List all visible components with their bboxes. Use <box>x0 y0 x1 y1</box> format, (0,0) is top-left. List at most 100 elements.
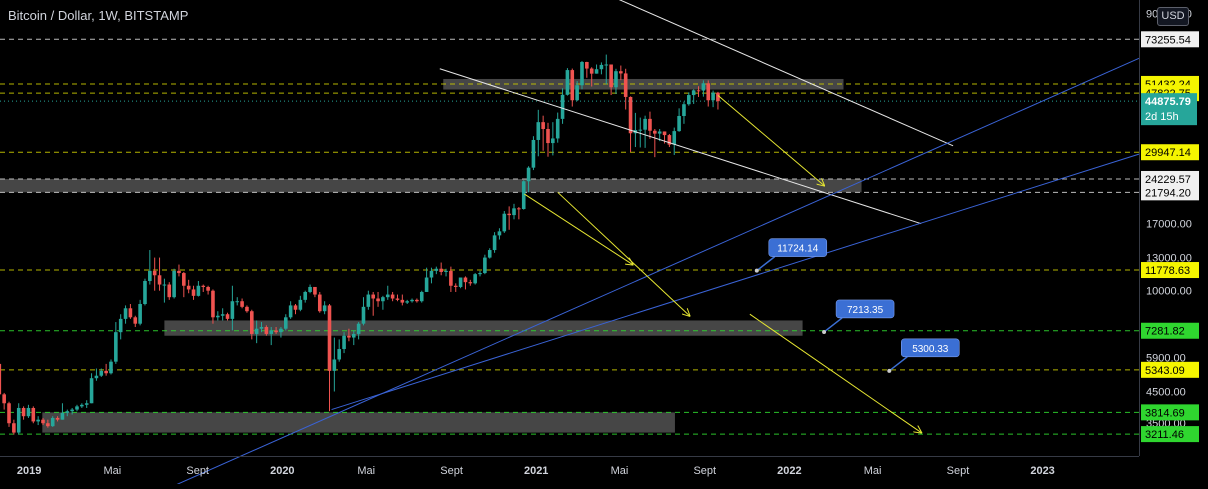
candle-down <box>507 213 511 216</box>
time-axis-label: Mai <box>611 465 629 477</box>
candle-down <box>201 285 206 287</box>
candle-down <box>313 286 317 295</box>
candle-up <box>594 69 599 74</box>
symbol-title: Bitcoin / Dollar, 1W, BITSTAMP <box>8 8 189 23</box>
candle-down <box>177 270 181 274</box>
candle-up <box>536 122 541 140</box>
time-axis-label: 2021 <box>524 465 548 477</box>
callout-anchor <box>887 368 892 373</box>
candle-up <box>342 335 346 350</box>
candle-down <box>225 314 230 319</box>
candle-up <box>114 332 118 362</box>
price-callout-label: 7213.35 <box>847 305 884 316</box>
current-price-label: 44875.79 <box>1145 96 1191 108</box>
candle-down <box>152 270 157 276</box>
candle-up <box>259 327 264 329</box>
channel-line <box>618 0 954 147</box>
candle-up <box>303 291 308 300</box>
callout-anchor <box>822 329 827 334</box>
projection-arrow <box>524 193 632 265</box>
candle-down <box>390 294 395 299</box>
callout-pointer <box>756 256 776 272</box>
price-axis-label: 4500.00 <box>1146 387 1186 399</box>
candle-up <box>99 370 104 376</box>
candle-up <box>70 409 74 412</box>
candle-up <box>385 294 390 298</box>
candle-down <box>133 317 138 324</box>
candle-down <box>628 96 633 134</box>
time-axis-label: Mai <box>104 465 122 477</box>
candle-down <box>206 286 210 291</box>
time-axis-label: 2022 <box>777 465 801 477</box>
candle-down <box>317 294 322 312</box>
candle-up <box>677 115 681 132</box>
projection-arrow <box>749 313 921 432</box>
candle-down <box>609 64 613 88</box>
price-level-label: 21794.20 <box>1145 187 1191 199</box>
candle-up <box>497 231 502 236</box>
candle-up <box>643 118 647 130</box>
candle-up <box>526 167 531 182</box>
candle-down <box>12 423 16 433</box>
candle-up <box>434 268 439 271</box>
candle-up <box>575 85 579 101</box>
candle-up <box>75 406 79 410</box>
candle-up <box>599 64 604 70</box>
callout-anchor <box>754 268 759 273</box>
candle-down <box>468 282 473 284</box>
candle-down <box>463 277 468 283</box>
price-axis-label: 17000.00 <box>1146 219 1192 231</box>
candle-up <box>521 181 526 210</box>
projection-arrow <box>557 191 690 315</box>
candle-down <box>186 285 191 290</box>
candle-up <box>26 407 31 417</box>
candle-down <box>517 208 521 210</box>
candle-up <box>701 83 706 91</box>
currency-button[interactable]: USD <box>1157 7 1189 26</box>
candle-up <box>322 305 327 312</box>
candle-up <box>16 407 21 433</box>
supply-demand-zone <box>42 412 675 433</box>
candle-up <box>269 330 274 334</box>
projection-arrow <box>717 94 824 185</box>
candle-down <box>41 419 45 424</box>
price-level-badge <box>1141 426 1199 443</box>
candle-up <box>405 301 409 303</box>
candle-down <box>104 370 108 374</box>
candle-up <box>123 308 128 319</box>
candle-up <box>298 299 303 310</box>
candle-up <box>512 208 516 216</box>
price-callout-box <box>901 338 960 358</box>
candle-up <box>230 301 235 319</box>
time-axis-label: Sept <box>947 465 970 477</box>
candle-down <box>662 131 667 136</box>
price-level-label: 3814.69 <box>1145 407 1185 419</box>
time-axis-label: 2023 <box>1030 465 1054 477</box>
candle-up <box>279 328 283 333</box>
candle-up <box>36 419 40 422</box>
candle-down <box>167 284 172 298</box>
candle-down <box>182 273 186 286</box>
candle-down <box>55 417 60 420</box>
price-level-badge <box>1141 322 1199 339</box>
candle-up <box>502 213 507 232</box>
candle-up <box>691 90 696 96</box>
candle-up <box>657 131 662 134</box>
candle-down <box>240 301 244 307</box>
candle-up <box>444 270 448 272</box>
channel-line <box>439 68 922 225</box>
time-axis-label: Sept <box>693 465 716 477</box>
candle-down <box>395 298 400 300</box>
candle-down <box>585 61 589 69</box>
time-axis-label: Sept <box>186 465 209 477</box>
price-callout-box <box>835 299 895 319</box>
price-level-badge <box>1141 404 1199 421</box>
candle-up <box>89 378 94 404</box>
candle-up <box>614 71 618 88</box>
price-level-label: 29947.14 <box>1145 147 1191 159</box>
candle-up <box>65 411 70 413</box>
candle-down <box>327 305 332 371</box>
supply-demand-zone <box>0 178 862 193</box>
